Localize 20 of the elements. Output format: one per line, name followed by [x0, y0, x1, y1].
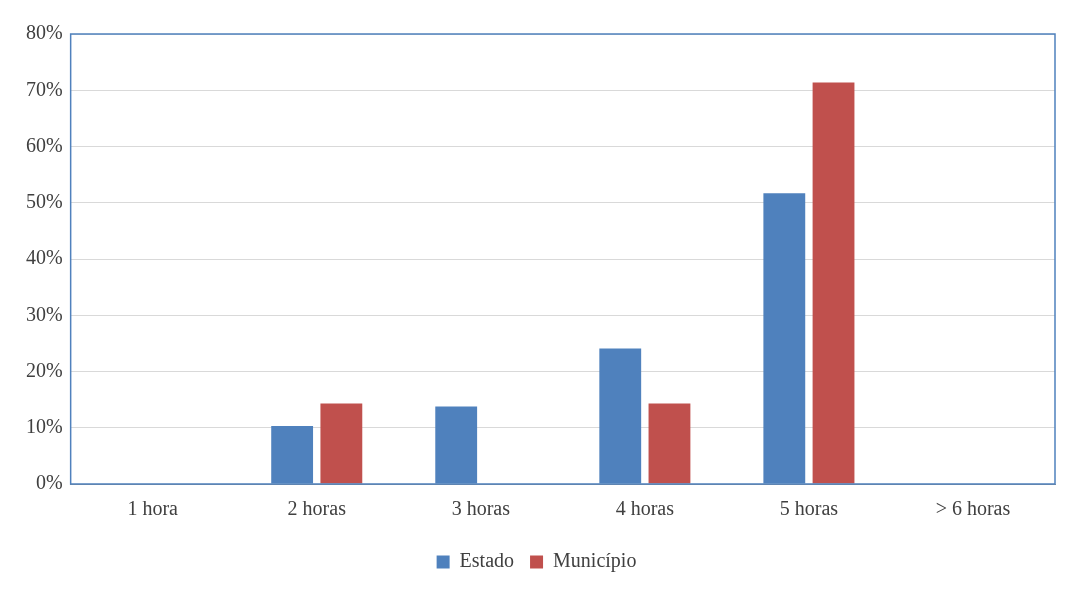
y-tick-label: 20% [25, 358, 63, 381]
legend-label: Estado [459, 549, 515, 572]
bar [648, 403, 691, 484]
y-tick-label: 70% [25, 77, 63, 100]
legend-label: Município [553, 549, 637, 573]
y-tick-label: 80% [25, 21, 63, 44]
y-tick-label: 30% [25, 302, 63, 325]
x-tick-label: 2 horas [287, 497, 347, 520]
y-tick-label: 60% [25, 133, 63, 156]
bar [320, 403, 363, 484]
y-tick-label: 0% [35, 471, 63, 494]
bar [812, 82, 855, 484]
y-tick-label: 10% [25, 415, 63, 437]
x-tick-label: 3 horas [451, 497, 511, 520]
y-tick-label: 50% [25, 190, 63, 212]
y-tick-label: 40% [25, 246, 63, 269]
x-tick-label: 5 horas [779, 497, 839, 520]
x-tick-label: > 6 horas [935, 497, 1011, 520]
x-tick-label: 1 hora [127, 497, 179, 520]
x-tick-label: 4 horas [615, 497, 675, 520]
